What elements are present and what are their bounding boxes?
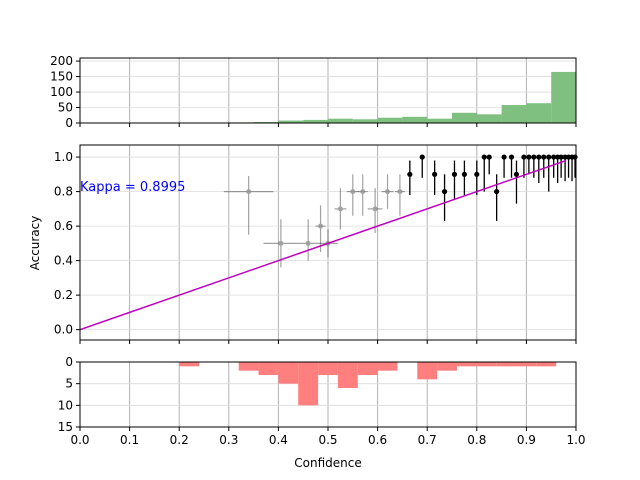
data-point [494,174,500,221]
y-tick-label: 50 [58,101,73,115]
histogram-bar [526,103,552,123]
y-tick-label: 0.2 [54,288,73,302]
data-point [558,154,564,178]
data-point [394,174,405,216]
x-tick-label: 0.1 [120,433,139,447]
data-point [315,205,326,252]
x-tick-label: 0.3 [219,433,238,447]
y-tick-label: 0.6 [54,219,73,233]
data-point [481,154,487,192]
bottom-histogram-panel: 0 5 10 15 0.0 0.1 0.2 0.3 0.4 0.5 0.6 0.7 0.8 0.9 1.0… [58,355,586,470]
y-tick-label: 0 [65,116,73,130]
histogram-bar [427,118,452,123]
data-point [513,160,520,204]
data-point [346,174,359,216]
histogram-bar [278,362,299,384]
y-tick-label: 150 [50,70,73,84]
data-point [432,160,438,196]
x-tick-label: 0.6 [368,433,387,447]
data-point [546,154,552,192]
histogram-bar [278,120,304,123]
data-point [526,154,532,175]
data-point [572,154,578,178]
top-histogram-bars [228,71,576,123]
y-axis-label: Accuracy [28,216,42,271]
y-tick-label: 1.0 [54,150,73,164]
histogram-bar [303,119,328,123]
histogram-bar [437,362,457,371]
histogram-bar [258,362,279,375]
y-tick-label: 5 [65,377,73,391]
fit-line [79,159,567,331]
histogram-bar [377,117,403,123]
data-point [531,154,537,178]
histogram-bar [516,362,537,367]
y-tick-label: 0 [65,355,73,369]
histogram-bar [328,118,353,123]
data-point [451,160,458,199]
data-point [551,154,557,178]
data-point [441,174,448,221]
x-tick-label: 0.4 [269,433,288,447]
histogram-bar [298,362,319,406]
x-tick-label: 0.9 [517,433,536,447]
data-point [367,188,383,234]
data-point [474,160,480,196]
kappa-annotation: Kappa = 0.8995 [80,180,185,195]
data-point [419,154,425,178]
data-point [298,219,319,261]
data-point [381,174,394,209]
histogram-bar [357,362,378,375]
histogram-bar [318,362,338,375]
x-tick-label: 0.2 [170,433,189,447]
data-point [407,160,413,196]
data-point [461,160,467,196]
x-tick-label: 1.0 [566,433,585,447]
y-tick-label: 200 [50,54,73,68]
data-point [486,154,492,175]
histogram-bar [476,114,502,123]
data-point [501,154,507,178]
y-tick-label: 0.4 [54,254,73,268]
y-tick-label: 100 [50,85,73,99]
histogram-bar [501,105,527,123]
y-tick-label: 10 [58,398,73,412]
histogram-bar [496,362,517,367]
histogram-bar [238,362,259,371]
y-tick-label: 0.8 [54,185,73,199]
x-axis-label: Confidence [294,456,361,470]
histogram-bar [456,362,477,367]
histogram-bar [179,362,200,367]
data-point [357,174,368,216]
data-point [334,188,347,230]
histogram-bar [337,362,358,388]
reliability-panel: 0.0 0.2 0.4 0.6 0.8 1.0 Kappa = 0.8995 Accura… [28,144,578,344]
histogram-bar [417,362,438,380]
histogram-bar [402,116,428,123]
data-point [521,154,527,178]
x-tick-label: 0.5 [318,433,337,447]
data-point [223,176,274,235]
data-point [508,154,515,178]
histogram-bar [352,119,378,123]
histogram-bar [377,362,398,371]
y-tick-label: 15 [58,420,73,434]
data-point [541,154,547,178]
x-tick-label: 0.8 [467,433,486,447]
histogram-bar [476,362,497,367]
histogram-bar [452,112,477,123]
histogram-bar [536,362,557,367]
y-tick-label: 0.0 [54,323,73,337]
x-tick-label: 0.0 [70,433,89,447]
histogram-bar [551,71,576,123]
reliability-points [223,154,578,268]
bottom-histogram-bars [179,362,557,406]
x-tick-label: 0.7 [418,433,437,447]
